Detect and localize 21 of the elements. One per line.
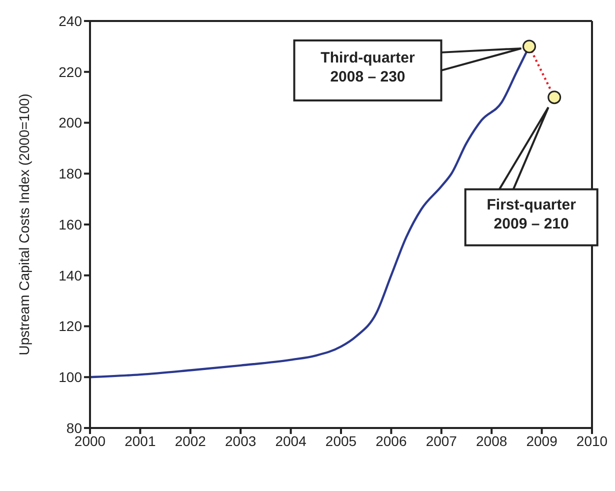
x-tick-label: 2004: [275, 432, 307, 449]
y-tick-label: 100: [58, 369, 82, 386]
x-tick-label: 2006: [376, 432, 407, 449]
x-tick-label: 2009: [526, 432, 558, 449]
x-tick-label: 2001: [124, 432, 156, 449]
y-tick-label: 140: [58, 267, 82, 284]
y-tick-label: 180: [58, 166, 82, 182]
x-tick-label: 2008: [476, 432, 508, 449]
y-axis-title: Upstream Capital Costs Index (2000=100): [16, 94, 32, 356]
y-tick-label: 200: [58, 114, 82, 131]
y-tick-label: 160: [58, 216, 82, 232]
y-tick-label: 120: [58, 318, 82, 334]
x-tick-label: 2007: [426, 432, 458, 449]
y-tick-label: 240: [58, 12, 82, 29]
x-tick-label: 2003: [225, 432, 256, 449]
x-tick-label: 2010: [576, 432, 608, 449]
y-tick-label: 220: [58, 64, 82, 80]
annotation: Third-quarter 2008 – 230: [320, 49, 415, 86]
annotation: First-quarter 2009 – 210: [486, 196, 576, 232]
x-tick-label: 2005: [325, 432, 357, 449]
x-tick-label: 2002: [174, 432, 206, 449]
